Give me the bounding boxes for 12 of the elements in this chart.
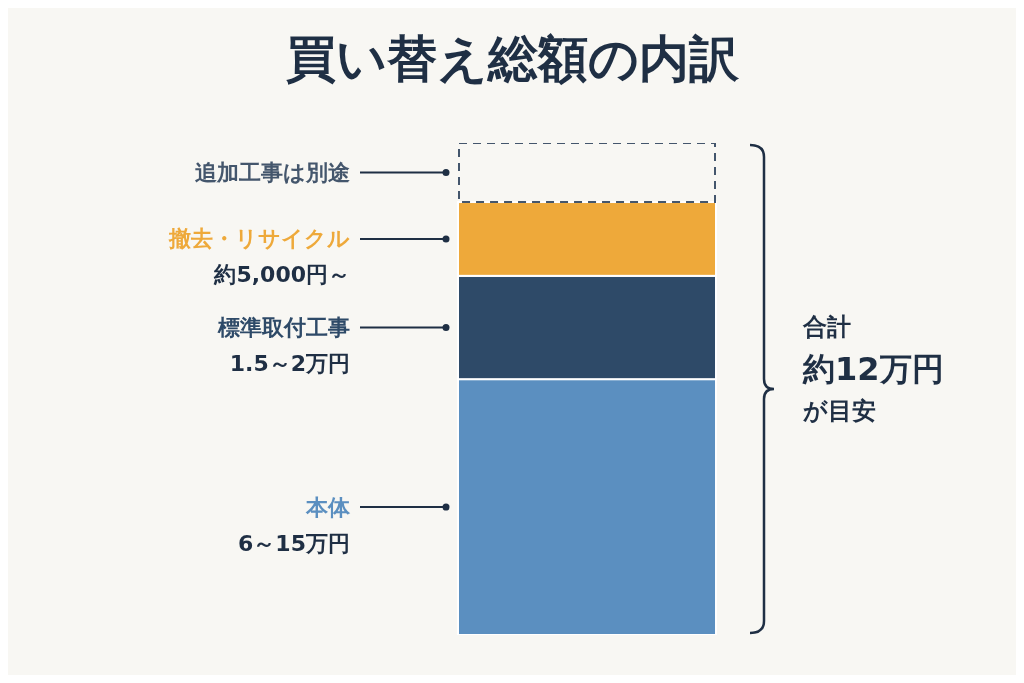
text: 約12万円 xyxy=(803,349,944,390)
text: 約5,000円～ xyxy=(213,262,350,288)
chart-title: 買い替え総額の内訳 xyxy=(284,29,740,90)
text: 合計 xyxy=(803,312,852,343)
text: 6～15万円 xyxy=(238,530,350,556)
text: 本体 xyxy=(305,494,351,520)
text: 標準取付工事 xyxy=(217,315,350,340)
text: が目安 xyxy=(803,396,877,427)
text: 追加工事は別途 xyxy=(195,160,350,186)
text: 1.5～2万円 xyxy=(229,351,350,376)
text: 撤去・リサイクル xyxy=(168,226,350,252)
bar xyxy=(458,143,716,204)
